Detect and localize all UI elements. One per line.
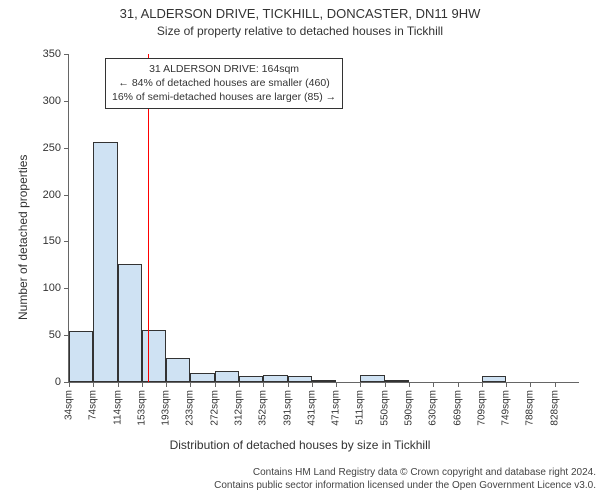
- x-tick: [312, 382, 313, 387]
- x-tick-label: 669sqm: [452, 390, 463, 426]
- y-tick-label: 200: [43, 189, 61, 201]
- x-tick-label: 34sqm: [64, 390, 75, 420]
- y-tick-label: 50: [49, 329, 61, 341]
- x-tick-label: 788sqm: [525, 390, 536, 426]
- annotation-line-2: ← 84% of detached houses are smaller (46…: [112, 76, 336, 90]
- x-tick: [215, 382, 216, 387]
- histogram-bar: [288, 376, 312, 382]
- x-tick-label: 511sqm: [355, 390, 366, 425]
- chart-container: 31, ALDERSON DRIVE, TICKHILL, DONCASTER,…: [0, 0, 600, 500]
- x-tick: [458, 382, 459, 387]
- x-tick: [482, 382, 483, 387]
- y-tick-label: 100: [43, 282, 61, 294]
- histogram-bar: [69, 331, 93, 382]
- x-tick-label: 312sqm: [234, 390, 245, 426]
- x-tick: [555, 382, 556, 387]
- x-tick-label: 749sqm: [501, 390, 512, 426]
- histogram-bar: [93, 142, 117, 382]
- x-tick: [239, 382, 240, 387]
- x-tick: [190, 382, 191, 387]
- x-tick-label: 550sqm: [379, 390, 390, 426]
- x-tick-label: 590sqm: [404, 390, 415, 426]
- x-tick: [118, 382, 119, 387]
- y-tick: [64, 288, 69, 289]
- x-tick-label: 391sqm: [282, 390, 293, 426]
- y-axis-label: Number of detached properties: [16, 155, 30, 320]
- x-tick-label: 233sqm: [185, 390, 196, 426]
- x-tick: [288, 382, 289, 387]
- x-tick: [360, 382, 361, 387]
- y-tick-label: 250: [43, 142, 61, 154]
- annotation-line-1: 31 ALDERSON DRIVE: 164sqm: [112, 62, 336, 76]
- y-tick: [64, 54, 69, 55]
- y-tick-label: 300: [43, 95, 61, 107]
- x-tick-label: 630sqm: [428, 390, 439, 426]
- x-tick-label: 153sqm: [136, 390, 147, 426]
- x-tick: [336, 382, 337, 387]
- y-tick: [64, 241, 69, 242]
- histogram-bar: [263, 375, 287, 382]
- x-tick: [93, 382, 94, 387]
- x-tick: [166, 382, 167, 387]
- histogram-bar: [142, 330, 166, 382]
- y-tick: [64, 195, 69, 196]
- histogram-bar: [190, 373, 214, 382]
- y-tick: [64, 101, 69, 102]
- x-tick: [385, 382, 386, 387]
- x-tick-label: 471sqm: [331, 390, 342, 426]
- footer-line-1: Contains HM Land Registry data © Crown c…: [0, 466, 596, 479]
- x-tick: [433, 382, 434, 387]
- x-tick-label: 193sqm: [161, 390, 172, 426]
- x-tick: [506, 382, 507, 387]
- x-tick-label: 114sqm: [112, 390, 123, 425]
- page-title: 31, ALDERSON DRIVE, TICKHILL, DONCASTER,…: [0, 6, 600, 21]
- x-tick-label: 74sqm: [88, 390, 99, 420]
- x-tick-label: 272sqm: [209, 390, 220, 426]
- footer-line-2: Contains public sector information licen…: [0, 479, 596, 492]
- histogram-bar: [360, 375, 384, 382]
- y-tick-label: 0: [55, 376, 61, 388]
- x-tick-label: 431sqm: [306, 390, 317, 426]
- x-tick: [263, 382, 264, 387]
- y-tick-label: 150: [43, 235, 61, 247]
- x-axis-label: Distribution of detached houses by size …: [0, 438, 600, 452]
- x-tick-label: 352sqm: [258, 390, 269, 426]
- histogram-bar: [312, 380, 336, 382]
- footer-attribution: Contains HM Land Registry data © Crown c…: [0, 466, 596, 492]
- histogram-bar: [239, 376, 263, 382]
- y-tick-label: 350: [43, 48, 61, 60]
- x-tick: [69, 382, 70, 387]
- annotation-line-3: 16% of semi-detached houses are larger (…: [112, 90, 336, 104]
- histogram-bar: [166, 358, 190, 382]
- y-tick: [64, 148, 69, 149]
- annotation-box: 31 ALDERSON DRIVE: 164sqm← 84% of detach…: [105, 58, 343, 109]
- x-tick: [530, 382, 531, 387]
- x-tick-label: 709sqm: [476, 390, 487, 426]
- histogram-bar: [118, 264, 142, 382]
- x-tick: [142, 382, 143, 387]
- page-subtitle: Size of property relative to detached ho…: [0, 24, 600, 38]
- x-tick: [409, 382, 410, 387]
- histogram-bar: [215, 371, 239, 382]
- histogram-bar: [385, 380, 409, 382]
- histogram-bar: [482, 376, 506, 382]
- x-tick-label: 828sqm: [549, 390, 560, 426]
